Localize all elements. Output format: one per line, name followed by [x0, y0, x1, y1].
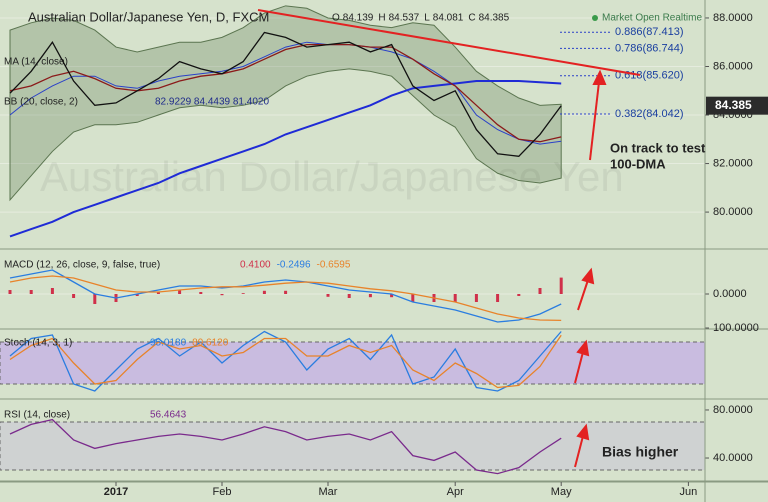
series-line — [9, 330, 562, 392]
histogram-bar — [559, 277, 563, 294]
panel-readout: 89.6120 — [192, 338, 229, 349]
histogram-bar — [538, 288, 542, 294]
series-line — [9, 334, 562, 389]
ohlc-label: L — [424, 13, 430, 24]
histogram-bar — [326, 294, 330, 297]
x-tick-label: May — [551, 486, 572, 498]
y-tick-label: 40.0000 — [713, 452, 753, 464]
legend-entry: BB (20, close, 2) — [4, 97, 78, 108]
status: Market Open Realtime — [602, 13, 702, 24]
ohlc-value: 84.139 — [343, 13, 374, 24]
last-price-badge — [706, 96, 768, 115]
panel-readout: 0.4100 — [240, 260, 271, 271]
panel-readout: -0.6595 — [317, 260, 351, 271]
x-tick-label: Feb — [213, 486, 232, 498]
series-line — [9, 269, 562, 323]
bollinger-middle — [9, 41, 562, 145]
histogram-bar — [72, 294, 76, 298]
annotation: On track to test — [610, 140, 706, 155]
arrow — [589, 81, 600, 161]
fib-label: 0.382(84.042) — [615, 108, 684, 120]
series-line — [9, 31, 562, 157]
histogram-bar — [8, 290, 12, 294]
arrow — [574, 351, 584, 384]
series-line — [9, 43, 562, 143]
histogram-bar — [453, 294, 457, 302]
histogram-bar — [347, 294, 351, 298]
histogram-bar — [220, 294, 224, 296]
panel-readout: -0.2496 — [277, 260, 311, 271]
ohlc-value: 84.537 — [389, 13, 420, 24]
histogram-bar — [156, 292, 160, 294]
ohlc-label: H — [378, 13, 385, 24]
histogram-bar — [496, 294, 500, 302]
watermark: Australian Dollar/Japanese Yen — [40, 153, 624, 200]
series-line — [9, 418, 562, 475]
ohlc-label: C — [468, 13, 475, 24]
histogram-bar — [178, 290, 182, 294]
panel-title: Stoch (14, 3, 1) — [4, 338, 72, 349]
y-tick-label: 82.0000 — [713, 157, 753, 169]
histogram-bar — [368, 294, 372, 298]
annotation: Bias higher — [602, 444, 679, 460]
histogram-bar — [390, 294, 394, 298]
y-tick-label: 80.0000 — [713, 206, 753, 218]
arrow-head — [581, 267, 595, 285]
fib-label: 0.786(86.744) — [615, 42, 684, 54]
histogram-bar — [241, 293, 245, 294]
histogram-bar — [29, 290, 33, 294]
x-tick-label: Apr — [447, 486, 464, 498]
ohlc-value: 84.385 — [479, 13, 510, 24]
x-tick-label: Mar — [319, 486, 338, 498]
histogram-bar — [517, 294, 521, 296]
histogram-bar — [284, 290, 288, 294]
x-tick-label: 2017 — [104, 486, 128, 498]
x-tick-label: Jun — [680, 486, 698, 498]
series-line — [9, 80, 562, 238]
status-dot — [592, 15, 598, 21]
histogram-bar — [474, 294, 478, 302]
histogram-bar — [411, 294, 415, 302]
bollinger-band — [9, 5, 562, 202]
y-tick-label: 80.0000 — [713, 404, 753, 416]
arrow — [574, 435, 584, 468]
last-price-label: 84.385 — [715, 98, 752, 112]
y-tick-label: 100.0000 — [713, 322, 759, 334]
arrow-head — [576, 339, 590, 357]
y-tick-label: 86.0000 — [713, 60, 753, 72]
trend-line — [257, 9, 641, 76]
fib-label: 0.618(85.620) — [615, 70, 684, 82]
histogram-bar — [50, 288, 54, 294]
ohlc-value: 84.081 — [433, 13, 464, 24]
fib-label: 0.886(87.413) — [615, 26, 684, 38]
level-band — [0, 341, 706, 385]
panel-title: MACD (12, 26, close, 9, false, true) — [4, 260, 160, 271]
arrow-head — [592, 69, 607, 85]
legend-readout: 82.9229 84.4439 81.4020 — [155, 97, 269, 108]
y-tick-label: 88.0000 — [713, 12, 753, 24]
histogram-bar — [135, 294, 139, 296]
series-line — [9, 275, 562, 322]
arrow — [577, 279, 589, 311]
histogram-bar — [199, 292, 203, 294]
histogram-bar — [93, 294, 97, 304]
arrow-head — [576, 423, 590, 441]
histogram-bar — [262, 290, 266, 294]
chart-title: Australian Dollar/Japanese Yen, D, FXCM — [28, 9, 269, 24]
arrows — [574, 69, 607, 468]
panel-readout: 56.4643 — [150, 410, 187, 421]
ohlc-label: O — [332, 13, 340, 24]
panel-title: RSI (14, close) — [4, 410, 70, 421]
legend-entry: MA (14, close) — [4, 57, 68, 68]
y-tick-label: 0.0000 — [713, 288, 747, 300]
annotation: 100-DMA — [610, 156, 666, 171]
panel-readout: 95.0180 — [150, 338, 187, 349]
